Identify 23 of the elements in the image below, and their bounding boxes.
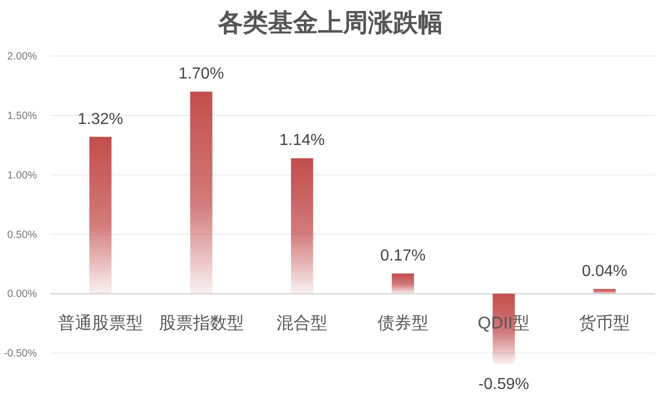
y-tick-label: 0.00% [7, 288, 37, 300]
data-label: 0.17% [380, 247, 426, 264]
bar [89, 136, 112, 294]
x-tick-label: 货币型 [579, 314, 630, 333]
bar [190, 92, 212, 294]
data-label: 1.32% [78, 110, 124, 128]
bar [593, 288, 616, 294]
y-tick-label: -0.50% [4, 348, 37, 360]
x-tick-label: 普通股票型 [58, 314, 143, 333]
bar [392, 273, 414, 294]
x-tick-label: 混合型 [276, 314, 328, 333]
chart-title: 各类基金上周涨跌幅 [217, 9, 443, 37]
data-label: 0.04% [582, 262, 628, 280]
y-tick-label: 2.00% [7, 50, 37, 62]
y-tick-label: 0.50% [7, 228, 37, 241]
y-tick-label: 1.50% [7, 110, 37, 122]
data-label: -0.59% [478, 376, 530, 393]
x-tick-label: 股票指数型 [158, 314, 244, 333]
y-tick-label: 1.00% [7, 169, 37, 182]
x-tick-label: 债券型 [377, 314, 428, 333]
data-label: 1.70% [178, 66, 224, 83]
data-label: 1.14% [279, 132, 325, 150]
bar [290, 158, 314, 294]
